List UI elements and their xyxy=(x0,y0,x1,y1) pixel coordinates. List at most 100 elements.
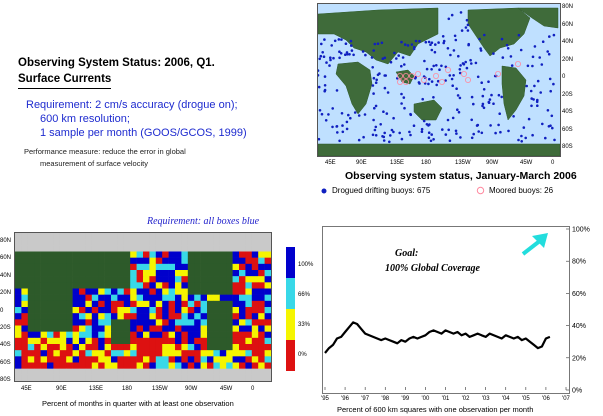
land-cell xyxy=(40,251,48,258)
land-cell xyxy=(27,325,35,332)
coverage-cell xyxy=(130,307,137,314)
coverage-cell xyxy=(207,356,214,363)
land-cell xyxy=(245,245,253,252)
coverage-cell xyxy=(155,350,163,357)
coverage-cell xyxy=(187,350,195,357)
coverage-cell xyxy=(79,344,86,351)
land-cell xyxy=(104,239,112,246)
coverage-cell xyxy=(245,362,253,369)
coverage-cell xyxy=(85,356,93,363)
land-cell xyxy=(47,325,54,332)
lat-tick-label: 40N xyxy=(562,39,574,45)
drifter-dot xyxy=(497,93,501,97)
coverage-cell xyxy=(232,356,240,363)
land-cell xyxy=(34,288,41,295)
land-cell xyxy=(117,331,125,339)
coverage-cell xyxy=(21,307,29,314)
drifter-dot xyxy=(432,96,435,99)
coverage-cell xyxy=(155,288,163,295)
coverage-cell xyxy=(104,319,112,326)
coverage-cell xyxy=(194,307,201,314)
coverage-cell xyxy=(200,344,208,351)
drifter-dot xyxy=(479,49,483,52)
drifter-dot xyxy=(376,73,380,77)
land-cell xyxy=(181,368,189,376)
drifter-dot xyxy=(370,56,374,59)
coverage-cell xyxy=(181,319,189,326)
land-cell xyxy=(34,276,41,283)
requirement-line: 600 km resolution; xyxy=(40,113,130,125)
drifter-dot xyxy=(345,51,349,54)
land-cell xyxy=(194,263,201,271)
drifter-dot xyxy=(374,81,378,84)
land-cell xyxy=(117,337,125,345)
coverage-cell xyxy=(200,307,208,314)
land-cell xyxy=(27,257,35,265)
coverage-cell xyxy=(162,331,169,339)
drifter-dot xyxy=(510,64,514,67)
land-cell xyxy=(200,288,208,295)
drifter-dot xyxy=(447,128,450,132)
land-cell xyxy=(91,245,99,252)
lat-tick-label: 80S xyxy=(562,144,573,150)
land-cell xyxy=(34,300,41,308)
coverage-cell xyxy=(251,294,259,302)
coverage-cell xyxy=(245,307,253,314)
land-cell xyxy=(245,368,253,376)
drifter-dot xyxy=(489,124,492,127)
coverage-cell xyxy=(175,270,182,277)
land-cell xyxy=(123,263,131,271)
coverage-cell xyxy=(200,362,208,369)
land-cell xyxy=(155,233,163,240)
land-cell xyxy=(66,319,73,326)
drifter-dot xyxy=(536,104,539,107)
coverage-cell xyxy=(200,300,208,308)
coverage-cell xyxy=(168,319,176,326)
land-cell xyxy=(59,239,67,246)
drifter-dot xyxy=(341,124,344,127)
land-cell xyxy=(21,245,29,252)
coverage-cell xyxy=(72,344,80,351)
land-cell xyxy=(72,374,80,381)
coverage-series-line xyxy=(324,321,551,354)
coverage-cell xyxy=(15,307,22,314)
colorbar-swatch xyxy=(286,247,295,278)
coverage-cell xyxy=(149,276,157,283)
land-cell xyxy=(59,374,67,381)
drifter-dot xyxy=(552,82,555,86)
lat-tick-label: 80S xyxy=(0,377,11,384)
coverage-cell xyxy=(98,294,105,302)
coverage-cell xyxy=(85,344,93,351)
coverage-cell xyxy=(53,337,61,345)
drifter-dot xyxy=(459,11,463,14)
coverage-cell xyxy=(143,270,150,277)
land-cell xyxy=(200,245,208,252)
land-cell xyxy=(59,245,67,252)
coverage-cell xyxy=(264,337,271,345)
coverage-cell xyxy=(123,294,131,302)
coverage-cell xyxy=(162,307,169,314)
drifter-dot xyxy=(454,129,458,133)
land-cell xyxy=(200,368,208,376)
coverage-cell xyxy=(136,307,144,314)
coverage-cell xyxy=(143,331,150,339)
land-cell xyxy=(47,263,54,271)
coverage-cell xyxy=(85,294,93,302)
moored-ring xyxy=(514,61,521,68)
land-cell xyxy=(104,282,112,289)
drifter-dot xyxy=(435,64,438,67)
coverage-cell xyxy=(168,276,176,283)
land-cell xyxy=(232,233,240,240)
coverage-cell xyxy=(155,276,163,283)
land-cell xyxy=(34,374,41,381)
coverage-cell xyxy=(207,350,214,357)
drifter-dot xyxy=(553,138,556,142)
drifter-dot xyxy=(546,109,550,112)
coverage-cell xyxy=(232,300,240,308)
lon-tick-label: 90W xyxy=(486,160,499,166)
coverage-cell xyxy=(155,300,163,308)
land-cell xyxy=(200,276,208,283)
land-cell xyxy=(187,233,195,240)
drifter-dot xyxy=(477,130,480,133)
coverage-cell xyxy=(181,251,189,258)
